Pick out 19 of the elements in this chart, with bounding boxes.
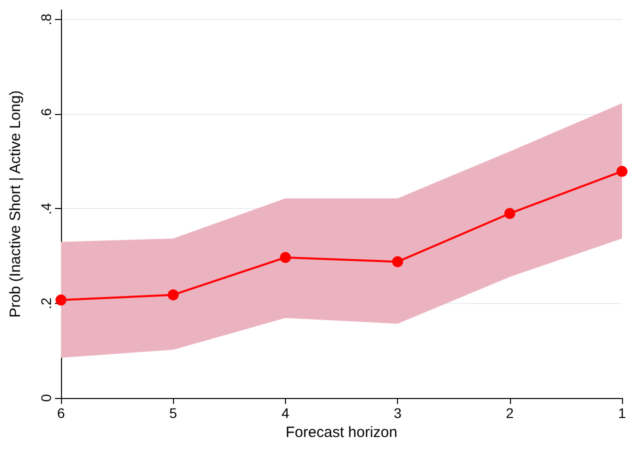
point [280,252,291,263]
x-tick-label: 2 [506,405,514,421]
x-axis-title: Forecast horizon [286,424,398,441]
point [168,289,179,300]
point [504,208,516,219]
y-tick-label: .6 [38,108,54,120]
y-tick-label: .4 [38,202,54,215]
x-tick-label: 6 [57,405,66,421]
x-tick-label: 1 [618,405,626,421]
x-tick-label: 3 [394,405,402,421]
y-tick-label: .2 [38,297,54,310]
point [56,294,66,306]
point [392,256,404,268]
y-axis-title: Prob (Inactive Short | Active Long) [7,90,24,318]
x-tick-label: 4 [282,405,290,421]
y-tick-label: 0 [38,394,54,402]
x-tick-label: 5 [169,405,178,421]
y-tick-label: .8 [38,13,54,26]
point [616,166,628,177]
